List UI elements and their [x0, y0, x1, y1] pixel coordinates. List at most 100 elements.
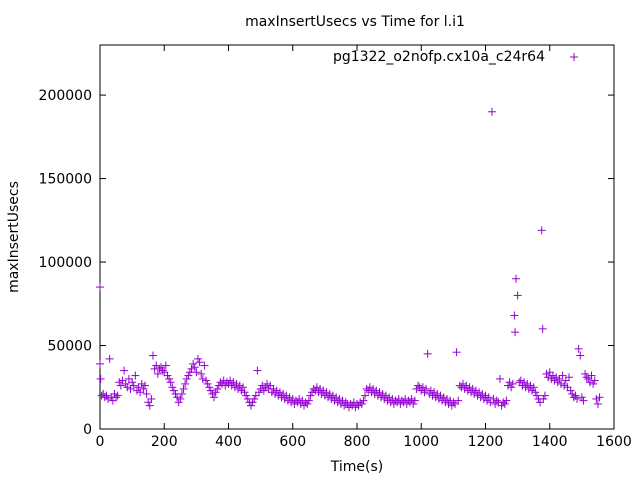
data-point	[152, 361, 161, 370]
data-point	[584, 374, 593, 383]
data-point	[454, 396, 463, 405]
data-point	[227, 381, 236, 390]
data-point	[431, 393, 440, 402]
data-point	[547, 374, 556, 383]
data-point	[532, 391, 541, 400]
data-point	[299, 401, 308, 410]
data-point	[499, 398, 508, 407]
data-point	[129, 381, 138, 390]
data-point	[211, 388, 220, 397]
data-point	[250, 394, 259, 403]
data-point	[96, 374, 105, 383]
data-point	[137, 379, 146, 388]
data-point	[566, 386, 575, 395]
data-point	[182, 374, 191, 383]
data-point	[317, 389, 326, 398]
data-point	[555, 374, 564, 383]
data-point	[123, 383, 132, 392]
data-point	[169, 386, 178, 395]
data-point	[333, 398, 342, 407]
data-point	[246, 401, 255, 410]
data-point	[589, 379, 598, 388]
data-point	[303, 399, 312, 408]
data-point	[361, 391, 370, 400]
data-point	[177, 389, 186, 398]
data-point	[558, 371, 567, 380]
x-tick-label: 1200	[468, 434, 504, 450]
data-point	[165, 374, 174, 383]
data-point	[229, 378, 238, 387]
data-point	[450, 399, 459, 408]
data-point	[356, 398, 365, 407]
data-point	[251, 391, 260, 400]
data-point	[242, 391, 251, 400]
data-point	[116, 381, 125, 390]
data-point	[120, 366, 129, 375]
data-point	[285, 393, 294, 402]
data-point	[330, 396, 339, 405]
data-point	[573, 394, 582, 403]
data-point	[550, 376, 559, 385]
data-point	[523, 379, 532, 388]
data-point	[128, 378, 137, 387]
data-point	[460, 384, 469, 393]
data-point	[253, 366, 262, 375]
data-point	[187, 364, 196, 373]
data-point	[200, 361, 209, 370]
data-point	[536, 398, 545, 407]
data-point	[510, 311, 519, 320]
data-point	[357, 399, 366, 408]
data-point	[442, 394, 451, 403]
data-point	[139, 384, 148, 393]
data-point	[548, 371, 557, 380]
data-point	[121, 379, 130, 388]
data-point	[513, 291, 522, 300]
data-point	[258, 381, 267, 390]
data-series	[96, 107, 604, 412]
data-point	[520, 378, 529, 387]
data-point	[581, 369, 590, 378]
data-point	[240, 388, 249, 397]
data-point	[422, 384, 431, 393]
data-point	[468, 384, 477, 393]
data-point	[457, 383, 466, 392]
data-point	[526, 381, 535, 390]
data-point	[471, 386, 480, 395]
data-point	[104, 394, 113, 403]
data-point	[467, 388, 476, 397]
data-point	[452, 348, 461, 357]
data-point	[340, 401, 349, 410]
data-point	[438, 396, 447, 405]
data-point	[409, 399, 418, 408]
y-axis: 0 50000 100000 150000 200000	[39, 88, 614, 438]
data-point	[341, 398, 350, 407]
data-point	[108, 396, 117, 405]
data-point	[489, 394, 498, 403]
y-tick-label: 150000	[39, 172, 92, 188]
data-point	[295, 394, 304, 403]
data-point	[465, 383, 474, 392]
data-point	[375, 388, 384, 397]
data-point	[418, 383, 427, 392]
data-point	[279, 389, 288, 398]
data-point	[274, 391, 283, 400]
data-point	[105, 354, 114, 363]
data-point	[234, 384, 243, 393]
data-point	[304, 396, 313, 405]
data-point	[132, 386, 141, 395]
data-point	[542, 369, 551, 378]
data-point	[508, 379, 517, 388]
data-point	[226, 376, 235, 385]
data-point	[553, 378, 562, 387]
data-point	[131, 371, 140, 380]
data-point	[579, 396, 588, 405]
data-point	[192, 368, 201, 377]
data-point	[364, 386, 373, 395]
data-point	[206, 386, 215, 395]
data-point	[115, 378, 124, 387]
data-point	[359, 396, 368, 405]
data-point	[576, 351, 585, 360]
data-point	[312, 383, 321, 392]
data-point	[560, 381, 569, 390]
data-point	[325, 389, 334, 398]
